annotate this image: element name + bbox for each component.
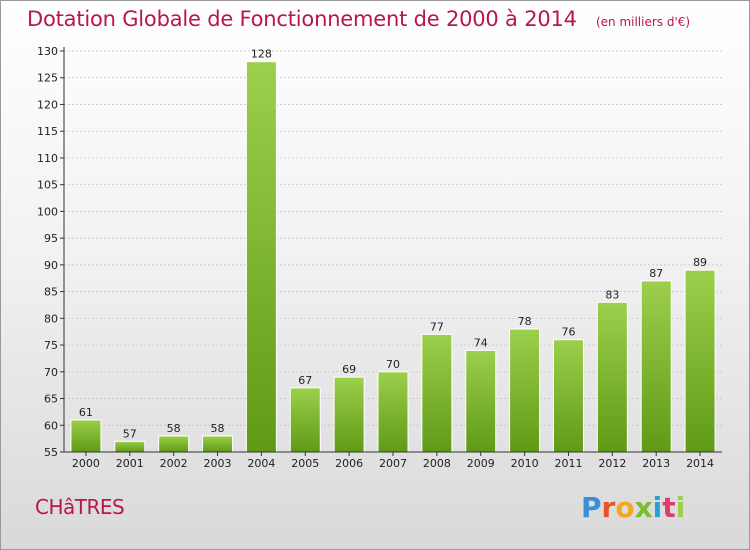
- bar: [421, 333, 453, 453]
- x-tick-label: 2007: [379, 457, 407, 470]
- chart-unit: (en milliers d'€): [595, 15, 691, 29]
- data-label: 74: [474, 336, 488, 349]
- y-tick-label: 110: [37, 152, 58, 165]
- data-labels: 61 57 58 58 128 67 69 70 77 74 78 76 83 87 89: [79, 48, 707, 441]
- y-tick-label: 75: [44, 339, 58, 352]
- svg-text:Proxiti: Proxiti: [581, 491, 685, 524]
- y-tick-label: 65: [44, 393, 58, 406]
- y-tick-label: 100: [37, 205, 58, 218]
- bar: [596, 301, 628, 453]
- x-tick-label: 2010: [511, 457, 539, 470]
- data-label: 58: [167, 422, 181, 435]
- data-label: 58: [211, 422, 225, 435]
- data-label: 67: [298, 374, 312, 387]
- bars: [70, 61, 716, 453]
- proxiti-logo: Proxiti: [579, 487, 691, 525]
- x-tick-label: 2005: [291, 457, 319, 470]
- bar: [114, 440, 146, 453]
- data-label: 78: [518, 315, 532, 328]
- data-label: 69: [342, 363, 356, 376]
- bar: [245, 61, 277, 453]
- bar: [640, 280, 672, 453]
- x-tick-label: 2000: [72, 457, 100, 470]
- x-tick-label: 2014: [686, 457, 714, 470]
- title-row: Dotation Globale de Fonctionnement de 20…: [27, 7, 690, 31]
- bar: [158, 435, 190, 453]
- y-tick-label: 125: [37, 72, 58, 85]
- data-label: 83: [605, 288, 619, 301]
- y-tick-label: 115: [37, 125, 58, 138]
- data-label: 70: [386, 358, 400, 371]
- x-tick-label: 2006: [335, 457, 363, 470]
- x-tick-label: 2003: [204, 457, 232, 470]
- bar: [377, 371, 409, 453]
- y-tick-label: 70: [44, 366, 58, 379]
- data-label: 61: [79, 406, 93, 419]
- axes: 55 60 65 70 75 80 85 90 95 100 105 110 115 120 125 130 2…: [37, 45, 722, 470]
- bar: [202, 435, 234, 453]
- x-tick-label: 2012: [598, 457, 626, 470]
- data-label: 77: [430, 320, 444, 333]
- data-label: 128: [251, 48, 272, 61]
- x-tick-label: 2002: [160, 457, 188, 470]
- y-tick-label: 60: [44, 419, 58, 432]
- bar: [70, 419, 102, 453]
- x-tick-label: 2004: [247, 457, 275, 470]
- y-tick-label: 55: [44, 446, 58, 459]
- bar: [465, 349, 497, 453]
- x-tick-label: 2011: [554, 457, 582, 470]
- y-tick-label: 80: [44, 312, 58, 325]
- x-tick-label: 2009: [467, 457, 495, 470]
- y-tick-label: 90: [44, 259, 58, 272]
- chart-title: Dotation Globale de Fonctionnement de 20…: [27, 7, 577, 31]
- data-label: 76: [561, 326, 575, 339]
- bar: [552, 339, 584, 453]
- data-label: 89: [693, 256, 707, 269]
- data-label: 57: [123, 427, 137, 440]
- y-tick-label: 85: [44, 286, 58, 299]
- y-tick-label: 105: [37, 179, 58, 192]
- y-tick-label: 130: [37, 45, 58, 58]
- bar: [333, 376, 365, 453]
- bar: [684, 269, 716, 453]
- x-tick-label: 2013: [642, 457, 670, 470]
- y-tick-label: 120: [37, 98, 58, 111]
- proxiti-logo-mark: Proxiti: [581, 491, 685, 524]
- y-tick-label: 95: [44, 232, 58, 245]
- town-name: CHâTRES: [35, 495, 125, 519]
- data-label: 87: [649, 267, 663, 280]
- bar: [289, 387, 321, 453]
- bar: [509, 328, 541, 453]
- x-tick-label: 2001: [116, 457, 144, 470]
- x-tick-label: 2008: [423, 457, 451, 470]
